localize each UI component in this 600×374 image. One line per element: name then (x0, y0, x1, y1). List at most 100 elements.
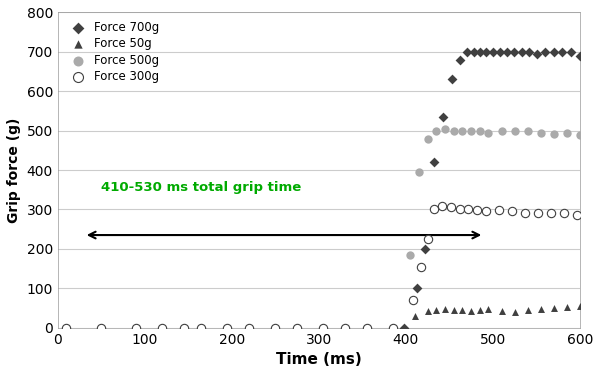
Force 700g (540, 49, 550, 55)
Force 50g (319, 325, 328, 331)
Force 50g (362, 325, 371, 331)
Force 500g (523, 128, 532, 134)
Force 500g (497, 128, 506, 134)
Force 700g (447, 76, 457, 82)
Force 700g (524, 49, 534, 55)
Force 50g (292, 325, 302, 331)
Force 50g (431, 307, 441, 313)
Force 300g (533, 209, 543, 215)
Force 50g (536, 306, 545, 312)
Force 50g (484, 306, 493, 312)
Force 700g (469, 49, 479, 55)
Force 500g (223, 325, 232, 331)
Force 500g (475, 128, 485, 134)
Force 500g (362, 325, 371, 331)
Force 50g (510, 309, 520, 315)
Force 700g (475, 49, 485, 55)
Force 50g (440, 306, 450, 312)
Force 300g (507, 208, 517, 214)
Force 700g (399, 325, 409, 331)
Force 300g (559, 211, 569, 217)
Force 50g (475, 307, 485, 313)
Force 500g (458, 128, 467, 134)
Force 700g (502, 49, 512, 55)
Force 300g (197, 325, 206, 331)
Force 500g (431, 128, 441, 134)
Force 700g (566, 49, 576, 55)
Force 300g (131, 325, 141, 331)
Force 300g (416, 264, 426, 270)
Force 300g (271, 325, 280, 331)
Force 300g (494, 207, 504, 213)
Force 500g (484, 130, 493, 136)
Legend: Force 700g, Force 50g, Force 500g, Force 300g: Force 700g, Force 50g, Force 500g, Force… (64, 18, 162, 86)
Force 300g (179, 325, 189, 331)
Force 500g (440, 126, 450, 132)
Force 300g (223, 325, 232, 331)
Force 500g (536, 130, 545, 136)
Force 300g (340, 325, 350, 331)
Force 700g (495, 49, 505, 55)
Force 700g (532, 51, 542, 57)
Force 700g (439, 114, 448, 120)
Force 500g (406, 252, 415, 258)
Force 50g (244, 325, 254, 331)
Force 500g (131, 325, 141, 331)
Force 300g (429, 206, 439, 212)
Force 500g (157, 325, 167, 331)
Force 300g (547, 211, 556, 217)
Force 50g (157, 325, 167, 331)
Force 500g (179, 325, 189, 331)
Force 700g (557, 49, 567, 55)
Force 500g (244, 325, 254, 331)
Force 500g (97, 325, 106, 331)
Force 700g (517, 49, 526, 55)
Force 300g (437, 203, 447, 209)
Force 500g (319, 325, 328, 331)
Force 50g (271, 325, 280, 331)
Force 500g (388, 325, 398, 331)
Force 500g (340, 325, 350, 331)
Force 300g (97, 325, 106, 331)
Force 700g (420, 246, 430, 252)
X-axis label: Time (ms): Time (ms) (276, 352, 362, 367)
Force 50g (466, 308, 476, 314)
Force 50g (549, 305, 559, 311)
Force 700g (575, 53, 584, 59)
Force 300g (244, 325, 254, 331)
Force 500g (197, 325, 206, 331)
Force 700g (549, 49, 559, 55)
Force 500g (414, 169, 424, 175)
Y-axis label: Grip force (g): Grip force (g) (7, 117, 21, 223)
Force 50g (388, 325, 398, 331)
Force 50g (449, 307, 458, 313)
Force 700g (429, 159, 439, 165)
Force 700g (509, 49, 518, 55)
Force 300g (408, 297, 418, 303)
Force 50g (575, 303, 584, 309)
Force 700g (455, 57, 464, 63)
Force 300g (388, 325, 398, 331)
Force 700g (488, 49, 497, 55)
Force 50g (197, 325, 206, 331)
Force 300g (464, 206, 473, 212)
Force 300g (319, 325, 328, 331)
Force 500g (62, 325, 71, 331)
Force 500g (562, 130, 572, 136)
Force 50g (131, 325, 141, 331)
Force 500g (449, 128, 458, 134)
Force 50g (223, 325, 232, 331)
Force 300g (157, 325, 167, 331)
Force 700g (481, 49, 491, 55)
Force 50g (179, 325, 189, 331)
Force 300g (455, 206, 464, 212)
Force 500g (575, 132, 584, 138)
Force 300g (520, 209, 530, 215)
Force 700g (462, 49, 472, 55)
Force 50g (497, 308, 506, 314)
Force 500g (292, 325, 302, 331)
Force 300g (423, 236, 433, 242)
Force 50g (410, 313, 419, 319)
Force 50g (562, 304, 572, 310)
Force 50g (340, 325, 350, 331)
